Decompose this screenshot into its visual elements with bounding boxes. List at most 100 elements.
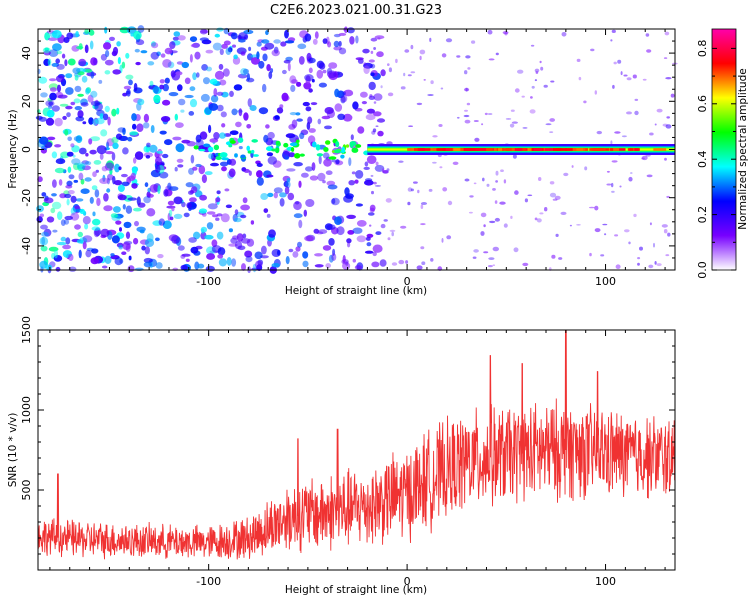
noise-speck: [488, 257, 495, 260]
noise-speck: [514, 190, 519, 195]
noise-blob: [162, 153, 169, 159]
noise-blob: [143, 113, 149, 123]
noise-blob: [230, 32, 238, 40]
noise-blob: [72, 154, 76, 158]
x-tick-label: -100: [196, 575, 221, 588]
noise-speck: [368, 183, 371, 186]
noise-blob: [208, 124, 212, 134]
spectrogram-y-axis-label: Frequency (Hz): [7, 109, 19, 188]
noise-blob: [282, 95, 290, 101]
noise-blob: [289, 75, 297, 84]
noise-blob: [125, 52, 130, 59]
noise-blob: [67, 58, 76, 66]
noise-blob: [67, 166, 72, 173]
noise-blob: [208, 103, 219, 111]
noise-blob: [285, 256, 290, 265]
noise-blob: [289, 112, 297, 116]
noise-blob: [52, 179, 57, 188]
noise-blob: [109, 36, 115, 42]
noise-blob: [41, 192, 47, 197]
noise-blob: [302, 251, 309, 259]
noise-blob: [245, 256, 253, 263]
noise-blob: [246, 73, 250, 82]
noise-speck: [614, 234, 619, 237]
noise-blob: [158, 218, 165, 226]
noise-speck: [544, 207, 548, 212]
noise-blob: [56, 75, 65, 83]
noise-speck: [446, 235, 452, 240]
noise-blob: [297, 241, 302, 248]
noise-blob: [240, 214, 247, 219]
noise-blob: [288, 152, 296, 158]
noise-speck: [442, 187, 448, 192]
noise-blob: [143, 196, 151, 204]
noise-blob: [68, 174, 75, 180]
noise-blob: [313, 228, 320, 234]
noise-blob: [293, 162, 303, 167]
noise-speck: [473, 182, 477, 185]
noise-blob: [55, 158, 66, 165]
noise-blob: [231, 258, 237, 267]
noise-blob: [130, 172, 136, 180]
noise-speck: [510, 215, 513, 219]
noise-blob: [250, 220, 255, 225]
noise-blob: [256, 41, 262, 47]
noise-blob: [342, 113, 353, 122]
noise-blob: [146, 233, 154, 243]
noise-blob: [160, 116, 171, 122]
noise-speck: [611, 182, 614, 188]
noise-speck: [514, 88, 520, 93]
noise-blob: [279, 192, 287, 198]
noise-blob: [157, 185, 161, 195]
noise-blob: [246, 238, 255, 247]
noise-blob: [99, 113, 104, 120]
noise-blob: [123, 221, 132, 229]
noise-blob: [190, 246, 199, 254]
noise-speck: [502, 30, 509, 35]
noise-speck: [432, 161, 437, 164]
noise-blob: [380, 69, 386, 77]
noise-speck: [471, 40, 476, 44]
noise-blob: [279, 198, 285, 207]
noise-blob: [293, 213, 303, 219]
noise-speck: [637, 257, 641, 260]
bright-blob: [283, 142, 289, 148]
noise-blob: [328, 254, 334, 263]
noise-blob: [344, 187, 350, 196]
noise-blob: [107, 116, 111, 126]
noise-blob: [304, 33, 312, 42]
noise-blob: [375, 231, 382, 236]
noise-blob: [171, 235, 181, 244]
noise-speck: [430, 80, 434, 85]
noise-blob: [48, 246, 59, 252]
noise-blob: [284, 40, 295, 44]
noise-blob: [237, 73, 248, 79]
bright-blob: [230, 140, 236, 144]
noise-blob: [356, 220, 367, 227]
noise-blob: [198, 165, 206, 175]
bright-blob: [240, 154, 246, 159]
noise-blob: [49, 92, 57, 101]
noise-blob: [100, 228, 110, 238]
noise-blob: [103, 205, 113, 212]
noise-speck: [419, 55, 422, 61]
noise-blob: [365, 114, 376, 121]
noise-speck: [495, 52, 499, 56]
noise-blob: [112, 142, 119, 149]
noise-blob: [217, 254, 224, 259]
noise-blob: [213, 88, 218, 97]
noise-blob: [295, 246, 301, 252]
noise-blob: [75, 116, 85, 122]
noise-blob: [240, 51, 246, 56]
noise-blob: [94, 117, 105, 125]
noise-blob: [47, 58, 52, 66]
noise-speck: [549, 181, 555, 185]
noise-blob: [290, 84, 296, 92]
x-tick-label: 100: [595, 575, 616, 588]
noise-speck: [413, 181, 418, 184]
noise-blob: [354, 265, 362, 270]
noise-blob: [88, 138, 93, 145]
noise-blob: [285, 133, 296, 139]
noise-blob: [284, 186, 290, 195]
noise-blob: [173, 196, 183, 205]
